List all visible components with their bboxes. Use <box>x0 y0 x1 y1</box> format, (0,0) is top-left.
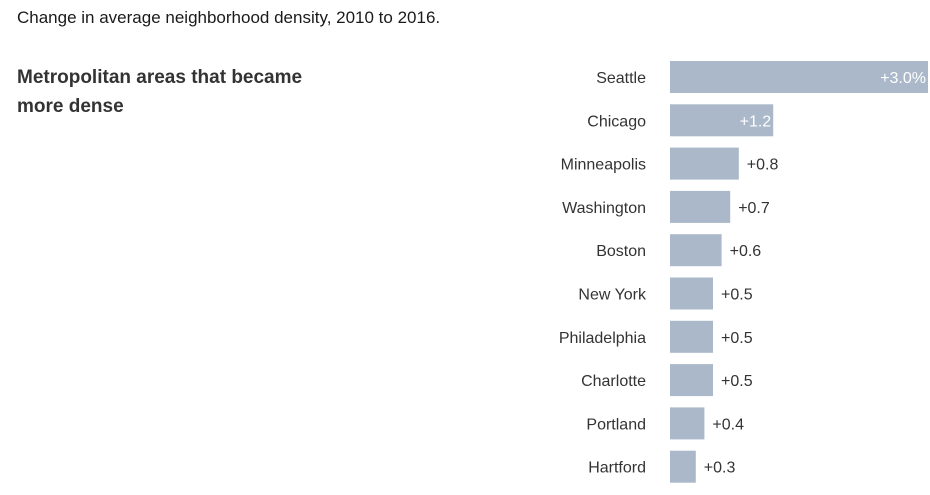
value-label-hartford: +0.3 <box>704 460 736 477</box>
value-label-new-york: +0.5 <box>721 287 753 304</box>
category-label-charlotte: Charlotte <box>581 373 646 390</box>
bar-charlotte <box>670 364 713 397</box>
value-label-minneapolis: +0.8 <box>747 157 779 174</box>
category-label-philadelphia: Philadelphia <box>559 330 646 347</box>
category-label-portland: Portland <box>586 416 646 433</box>
bar-washington <box>670 190 731 223</box>
value-label-chicago: +1.2 <box>740 113 772 130</box>
bar-seattle <box>670 61 928 93</box>
bar-new-york <box>670 277 713 310</box>
bar-boston <box>670 234 722 267</box>
bar-hartford <box>670 450 696 483</box>
bar-portland <box>670 407 705 440</box>
value-label-boston: +0.6 <box>730 243 762 260</box>
category-label-seattle: Seattle <box>596 70 646 87</box>
category-label-boston: Boston <box>596 243 646 260</box>
category-label-minneapolis: Minneapolis <box>561 157 646 174</box>
chart-title: Change in average neighborhood density, … <box>17 8 441 27</box>
bar-philadelphia <box>670 320 713 353</box>
category-label-hartford: Hartford <box>588 460 646 477</box>
section-title: Metropolitan areas that became more dens… <box>17 67 303 117</box>
value-label-portland: +0.4 <box>712 416 744 433</box>
value-label-charlotte: +0.5 <box>721 373 753 390</box>
value-label-washington: +0.7 <box>738 200 770 217</box>
value-label-philadelphia: +0.5 <box>721 330 753 347</box>
bar-chicago <box>670 104 774 137</box>
category-label-washington: Washington <box>562 200 646 217</box>
bar-minneapolis <box>670 147 739 180</box>
category-label-new-york: New York <box>578 287 647 304</box>
value-label-seattle: +3.0% <box>880 70 926 87</box>
category-label-chicago: Chicago <box>587 113 646 130</box>
